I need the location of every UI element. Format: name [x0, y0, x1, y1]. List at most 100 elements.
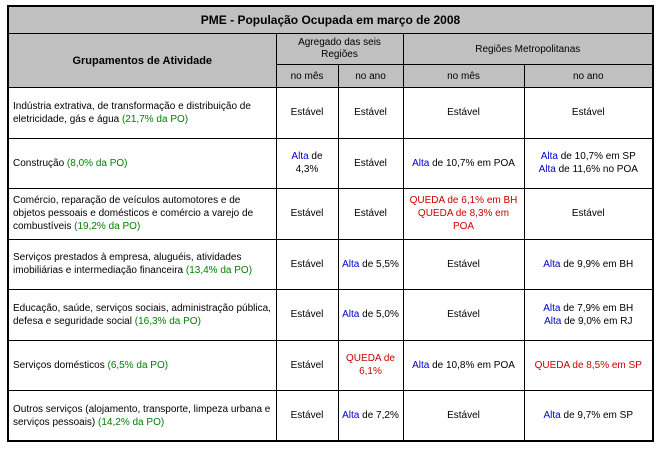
value-cell-agg-ano: Alta de 5,5%: [337, 238, 404, 290]
value-line: Estável: [280, 359, 335, 372]
value-line: QUEDA de 6,1% em BH: [407, 194, 521, 207]
value-cell-met-ano: QUEDA de 8,5% em SP: [523, 339, 654, 391]
metro-year-header: no ano: [523, 64, 654, 88]
value-line: Alta de 9,7% em SP: [528, 409, 650, 422]
value-cell-met-mes: Estável: [402, 289, 525, 341]
value-cell-agg-ano: Estável: [337, 137, 404, 189]
value-line: Estável: [280, 308, 335, 321]
value-cell-met-ano: Alta de 9,9% em BH: [523, 238, 654, 290]
activity-share: (16,3% da PO): [134, 315, 201, 327]
value-line: QUEDA de 8,3% em POA: [407, 207, 521, 233]
table-row: Indústria extrativa, de transformação e …: [7, 87, 654, 139]
value-line: Estável: [342, 207, 400, 220]
value-line: Estável: [407, 106, 521, 119]
value-cell-met-ano: Estável: [523, 87, 654, 139]
value-line: Alta de 10,8% em POA: [407, 359, 521, 372]
value-line: Alta de 7,9% em BH: [528, 302, 650, 315]
value-cell-met-mes: QUEDA de 6,1% em BH QUEDA de 8,3% em POA: [402, 188, 525, 240]
table-row: Serviços domésticos (6,5% da PO) Estável Q…: [7, 339, 654, 391]
alta-keyword: Alta: [412, 359, 430, 371]
value-text: de 5,5%: [359, 258, 399, 270]
alta-keyword: Alta: [543, 258, 561, 270]
value-line: Estável: [280, 409, 335, 422]
agg-year-header: no ano: [337, 64, 404, 88]
value-cell-met-mes: Alta de 10,8% em POA: [402, 339, 525, 391]
value-line: Estável: [407, 258, 521, 271]
queda-text: QUEDA de 8,3% em POA: [417, 208, 510, 233]
alta-keyword: Alta: [342, 309, 360, 321]
value-line: Alta de 4,3%: [280, 150, 335, 176]
value-text: Estável: [354, 208, 387, 220]
value-text: de 10,8% em POA: [429, 359, 515, 371]
metro-month-header: no mês: [402, 64, 525, 88]
table-row: Educação, saúde, serviços sociais, admin…: [7, 289, 654, 341]
value-line: Alta de 10,7% em SP: [528, 150, 650, 163]
value-line: Alta de 7,2%: [342, 409, 400, 422]
queda-text: QUEDA de: [346, 353, 395, 365]
queda-text: QUEDA de 8,5% em SP: [534, 359, 642, 371]
value-text: Estável: [447, 309, 480, 321]
value-line: Estável: [407, 409, 521, 422]
value-line: Alta de 10,7% em POA: [407, 157, 521, 170]
value-text: de 9,0% em RJ: [561, 315, 633, 327]
value-cell-agg-mes: Estável: [275, 289, 339, 341]
agg-month-header: no mês: [275, 64, 339, 88]
value-text: de 9,9% em BH: [560, 258, 634, 270]
value-text: Estável: [290, 410, 324, 421]
queda-text: QUEDA de 6,1% em BH: [409, 195, 518, 207]
activity-cell: Serviços prestados à empresa, aluguéis, …: [7, 238, 277, 290]
value-cell-met-ano: Alta de 7,9% em BH Alta de 9,0% em RJ: [523, 289, 654, 341]
value-cell-agg-mes: Estável: [275, 339, 339, 391]
table-row: Serviços prestados à empresa, aluguéis, …: [7, 238, 654, 290]
activity-cell: Construção (8,0% da PO): [7, 137, 277, 189]
alta-keyword: Alta: [540, 151, 558, 163]
value-line: Estável: [342, 157, 400, 170]
value-cell-agg-mes: Estável: [275, 188, 339, 240]
value-cell-agg-ano: Estável: [337, 188, 404, 240]
activity-label: Indústria extrativa, de transformação e …: [13, 100, 251, 125]
alta-keyword: Alta: [538, 164, 556, 176]
activity-cell: Educação, saúde, serviços sociais, admin…: [7, 289, 277, 341]
value-cell-met-mes: Estável: [402, 390, 525, 442]
table-row: Construção (8,0% da PO) Alta de 4,3% Estáv…: [7, 137, 654, 189]
activity-share: (13,4% da PO): [185, 265, 253, 277]
value-text: de 4,3%: [295, 151, 323, 176]
value-text: Estável: [447, 258, 480, 270]
value-cell-met-mes: Estável: [402, 87, 525, 139]
activity-label: Serviços domésticos: [13, 359, 108, 371]
activity-share: (19,2% da PO): [74, 221, 141, 233]
value-text: Estável: [290, 309, 324, 321]
value-text: de 9,7% em SP: [560, 410, 634, 421]
value-cell-agg-mes: Estável: [275, 390, 339, 442]
value-text: de 7,2%: [359, 410, 399, 421]
activity-cell: Indústria extrativa, de transformação e …: [7, 87, 277, 139]
aggregate-header: Agregado das seis Regiões: [275, 33, 404, 65]
value-text: Estável: [290, 208, 324, 220]
activity-cell: Outros serviços (alojamento, transporte,…: [7, 390, 277, 442]
activity-label: Educação, saúde, serviços sociais, admin…: [13, 302, 271, 327]
value-text: de 11,6% no POA: [555, 164, 638, 176]
value-line: QUEDA de 8,5% em SP: [528, 359, 650, 372]
table-title: PME - População Ocupada em março de 2008: [7, 5, 654, 34]
queda-text: 6,1%: [359, 366, 382, 378]
employment-table: PME - População Ocupada em março de 2008…: [7, 5, 655, 442]
value-text: Estável: [571, 208, 605, 220]
value-line: Estável: [280, 106, 335, 119]
alta-keyword: Alta: [412, 157, 430, 169]
activity-label: Construção: [13, 157, 67, 169]
value-cell-met-ano: Estável: [523, 188, 654, 240]
value-text: Estável: [354, 157, 387, 169]
value-line: Estável: [528, 207, 650, 220]
alta-keyword: Alta: [342, 258, 360, 270]
value-line: 6,1%: [342, 365, 400, 378]
value-text: Estável: [354, 107, 387, 119]
value-cell-met-ano: Alta de 9,7% em SP: [523, 390, 654, 442]
value-text: Estável: [571, 107, 605, 119]
value-text: de 10,7% em SP: [557, 151, 636, 163]
value-text: Estável: [447, 107, 480, 119]
alta-keyword: Alta: [543, 302, 561, 314]
value-text: Estável: [290, 107, 324, 119]
value-cell-agg-mes: Estável: [275, 87, 339, 139]
value-line: Alta de 9,0% em RJ: [528, 315, 650, 328]
value-cell-met-ano: Alta de 10,7% em SP Alta de 11,6% no POA: [523, 137, 654, 189]
